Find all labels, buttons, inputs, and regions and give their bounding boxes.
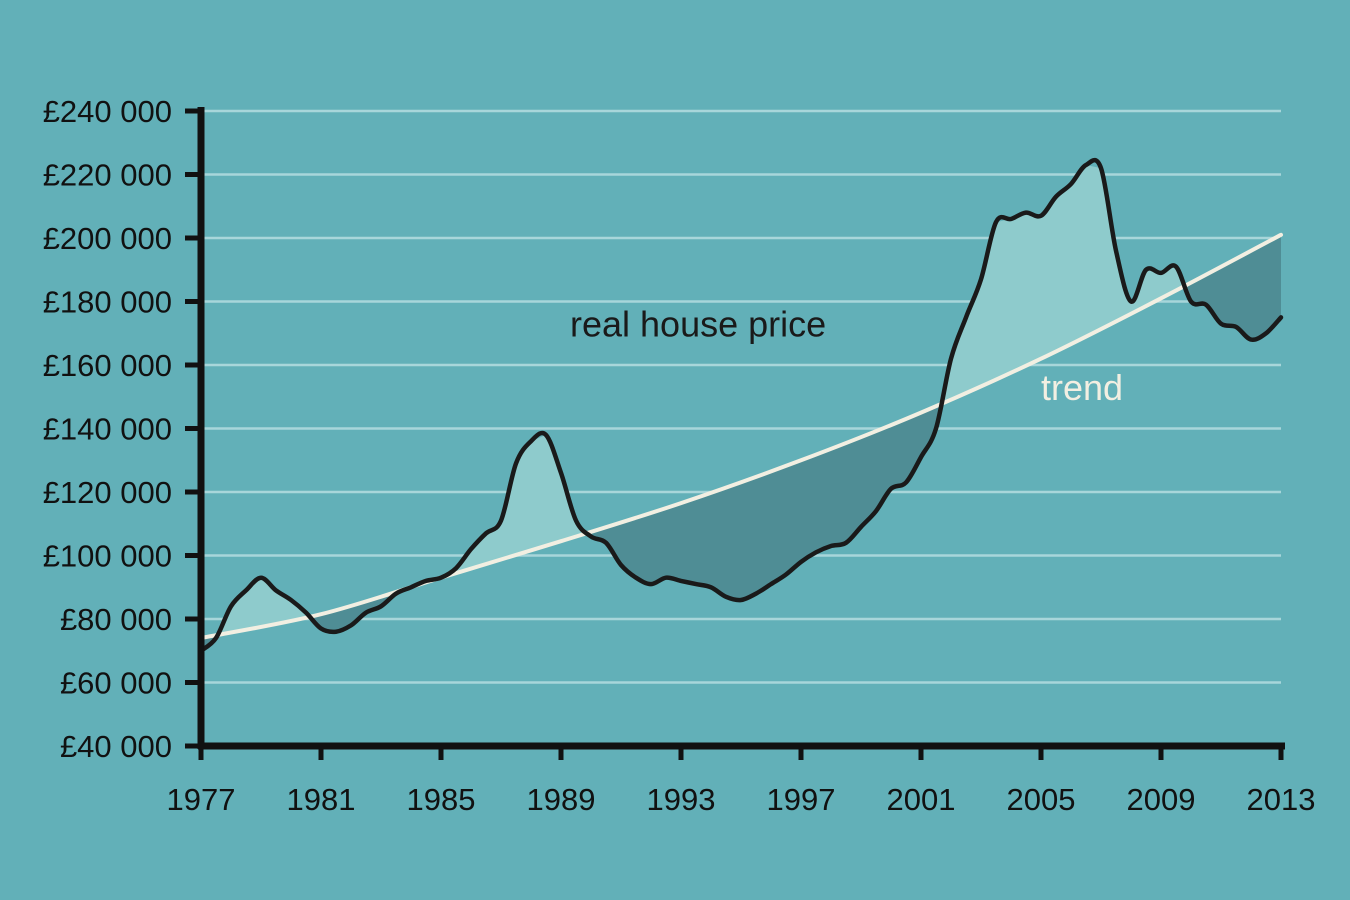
- above-trend-area: [941, 165, 1185, 404]
- above-trend-area: [414, 434, 588, 586]
- x-tick-label: 1997: [767, 782, 836, 817]
- below-trend-area: [587, 403, 942, 600]
- series-lines: [198, 157, 1284, 654]
- x-tick-labels: 1977 1981 1985 1989 1993 1997 2001 2005 2009 2013: [167, 782, 1316, 817]
- x-tick-label: 1977: [167, 782, 236, 817]
- x-tick-label: 2001: [887, 782, 956, 817]
- real-house-price-line: [198, 157, 1284, 654]
- y-tick-label: £240 000: [43, 94, 172, 129]
- real-house-price-label: real house price: [570, 303, 826, 344]
- trend-line: [199, 232, 1283, 640]
- y-tick-label: £180 000: [43, 285, 172, 320]
- y-tick-labels: £40 000 £60 000 £80 000 £100 000 £120 000 £14…: [43, 94, 172, 764]
- y-tick-label: £60 000: [60, 666, 172, 701]
- y-tick-label: £120 000: [43, 475, 172, 510]
- y-tick-label: £140 000: [43, 412, 172, 447]
- y-tick-label: £100 000: [43, 539, 172, 574]
- gridlines: [201, 109, 1281, 684]
- below-trend-area: [1184, 234, 1281, 340]
- y-tick-label: £40 000: [60, 729, 172, 764]
- x-tick-label: 1989: [527, 782, 596, 817]
- x-tick-label: 2005: [1007, 782, 1076, 817]
- annotations: real house price trend: [570, 303, 1123, 408]
- y-tick-label: £220 000: [43, 158, 172, 193]
- x-tick-label: 1985: [407, 782, 476, 817]
- y-tick-label: £80 000: [60, 602, 172, 637]
- axes: [185, 107, 1285, 760]
- y-tick-label: £160 000: [43, 348, 172, 383]
- x-tick-label: 2009: [1127, 782, 1196, 817]
- x-tick-label: 1981: [287, 782, 356, 817]
- x-tick-label: 2013: [1247, 782, 1316, 817]
- trend-label: trend: [1041, 367, 1123, 408]
- y-tick-label: £200 000: [43, 221, 172, 256]
- x-tick-label: 1993: [647, 782, 716, 817]
